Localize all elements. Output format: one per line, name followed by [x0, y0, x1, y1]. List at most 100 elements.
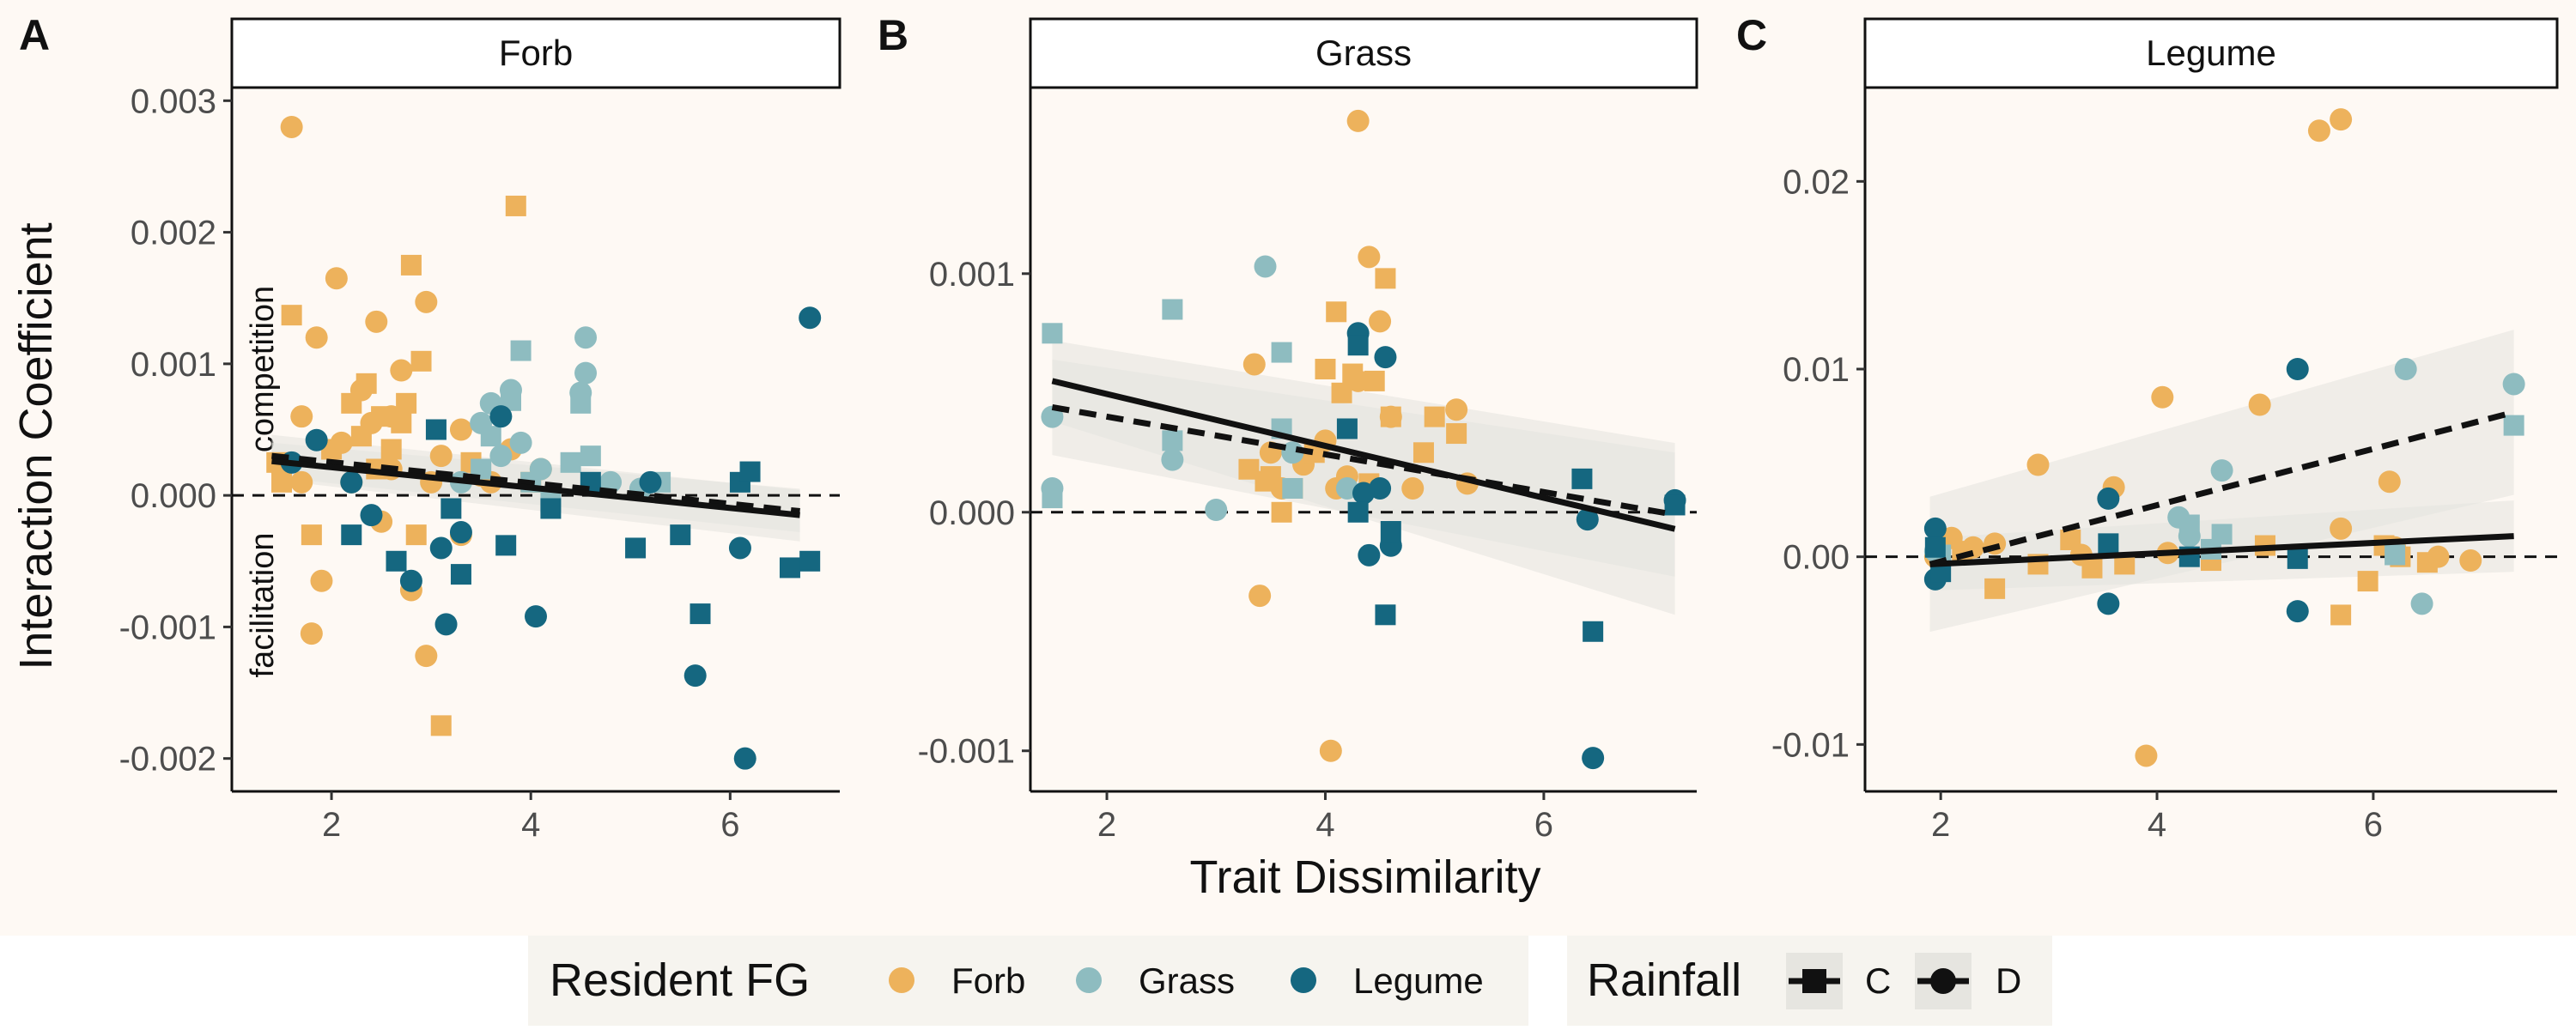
legend-rainfall: Rainfall C D [1567, 936, 2052, 1026]
x-tick-label: 2 [1097, 806, 1116, 844]
panel-legume: C Legume 2 4 6 -0.01 0.00 0.01 0.02 [1736, 11, 2559, 844]
x-tick-label: 2 [1931, 806, 1950, 844]
data-point [2416, 552, 2438, 573]
y-axis-label: Interaction Coefficient [10, 222, 62, 670]
data-point [340, 470, 363, 494]
data-point [509, 431, 532, 454]
data-point [2307, 119, 2330, 142]
data-point [2060, 529, 2081, 550]
x-tick-label: 4 [2148, 806, 2166, 844]
data-point [2178, 514, 2200, 536]
data-point [1205, 499, 1228, 521]
data-point [1042, 323, 1063, 344]
legend-forb-label: Forb [951, 960, 1025, 1001]
data-point [300, 622, 323, 645]
data-point [2502, 373, 2525, 396]
data-point [1358, 245, 1381, 269]
data-point [1347, 501, 1369, 523]
strip-title: Grass [1315, 33, 1412, 73]
data-point [1271, 342, 1292, 363]
data-point [489, 405, 513, 428]
data-point [2286, 358, 2309, 380]
data-point [540, 498, 562, 519]
data-point [390, 359, 413, 382]
data-point [2330, 604, 2352, 626]
data-point [271, 471, 293, 493]
panel-letter: B [878, 11, 908, 59]
data-point [1352, 482, 1375, 505]
strip-title: Forb [499, 33, 573, 73]
data-point [2135, 744, 2158, 767]
data-point [2385, 544, 2406, 566]
data-point [1358, 543, 1381, 566]
data-point [1319, 739, 1342, 762]
data-point [1364, 370, 1385, 391]
data-point [1375, 604, 1396, 626]
data-point [1042, 488, 1063, 509]
data-point [386, 550, 407, 572]
fit-line [1929, 409, 2515, 567]
data-point [429, 536, 453, 560]
legend-resident-box [528, 936, 1528, 1026]
legend-grass-label: Grass [1139, 960, 1235, 1001]
data-point [1254, 255, 1277, 278]
data-point [429, 445, 453, 468]
legend-forb-key [889, 967, 914, 993]
data-point [415, 645, 438, 668]
y-tick-label: -0.001 [918, 733, 1015, 771]
data-point [1445, 398, 1468, 421]
panel-letter: C [1736, 11, 1767, 59]
data-point [280, 115, 303, 138]
data-point [290, 470, 313, 494]
data-point [1984, 578, 2006, 599]
data-point [1375, 268, 1396, 289]
data-point [365, 310, 388, 333]
y-tick-label: 0.003 [131, 82, 216, 120]
data-point [2287, 548, 2308, 569]
fit-line [1051, 378, 1676, 532]
data-point [525, 605, 547, 628]
data-point [779, 557, 800, 579]
data-point [2097, 487, 2120, 510]
strip-title: Legume [2146, 33, 2276, 73]
data-point [1162, 430, 1183, 451]
x-tick-label: 2 [322, 806, 341, 844]
data-point [1571, 468, 1593, 489]
data-point [310, 569, 333, 592]
data-point [290, 405, 313, 428]
fit-line [271, 457, 800, 518]
data-point [1161, 448, 1184, 471]
data-point [430, 715, 452, 736]
data-point [2210, 459, 2233, 482]
data-point [1446, 423, 1467, 445]
data-point [1162, 299, 1183, 320]
data-point [1923, 517, 1947, 540]
data-point [728, 536, 751, 560]
data-point [495, 535, 517, 556]
data-point [670, 524, 691, 546]
data-point [1347, 335, 1369, 356]
legend-rainfall-title: Rainfall [1587, 954, 1741, 1006]
strip-header [230, 17, 841, 89]
data-point [2357, 571, 2379, 592]
data-point [2394, 358, 2417, 380]
legend-resident-title: Resident FG [550, 954, 810, 1006]
strip-header [1863, 17, 2559, 89]
data-point [450, 564, 471, 585]
data-point [2151, 385, 2174, 409]
data-point [391, 412, 412, 433]
y-tick-label: 0.000 [131, 477, 216, 515]
y-tick-label: 0.002 [131, 215, 216, 252]
data-point [396, 392, 417, 414]
y-tick-label: 0.001 [131, 346, 216, 384]
data-point [1346, 109, 1370, 132]
x-tick-label: 6 [2364, 806, 2383, 844]
data-point [380, 439, 402, 460]
data-point [1583, 621, 1604, 642]
data-point [2097, 592, 2120, 615]
legend-grass-key [1076, 967, 1102, 993]
data-point [1242, 353, 1266, 376]
data-point [560, 451, 581, 473]
data-point [410, 350, 432, 372]
data-point [1315, 359, 1336, 379]
